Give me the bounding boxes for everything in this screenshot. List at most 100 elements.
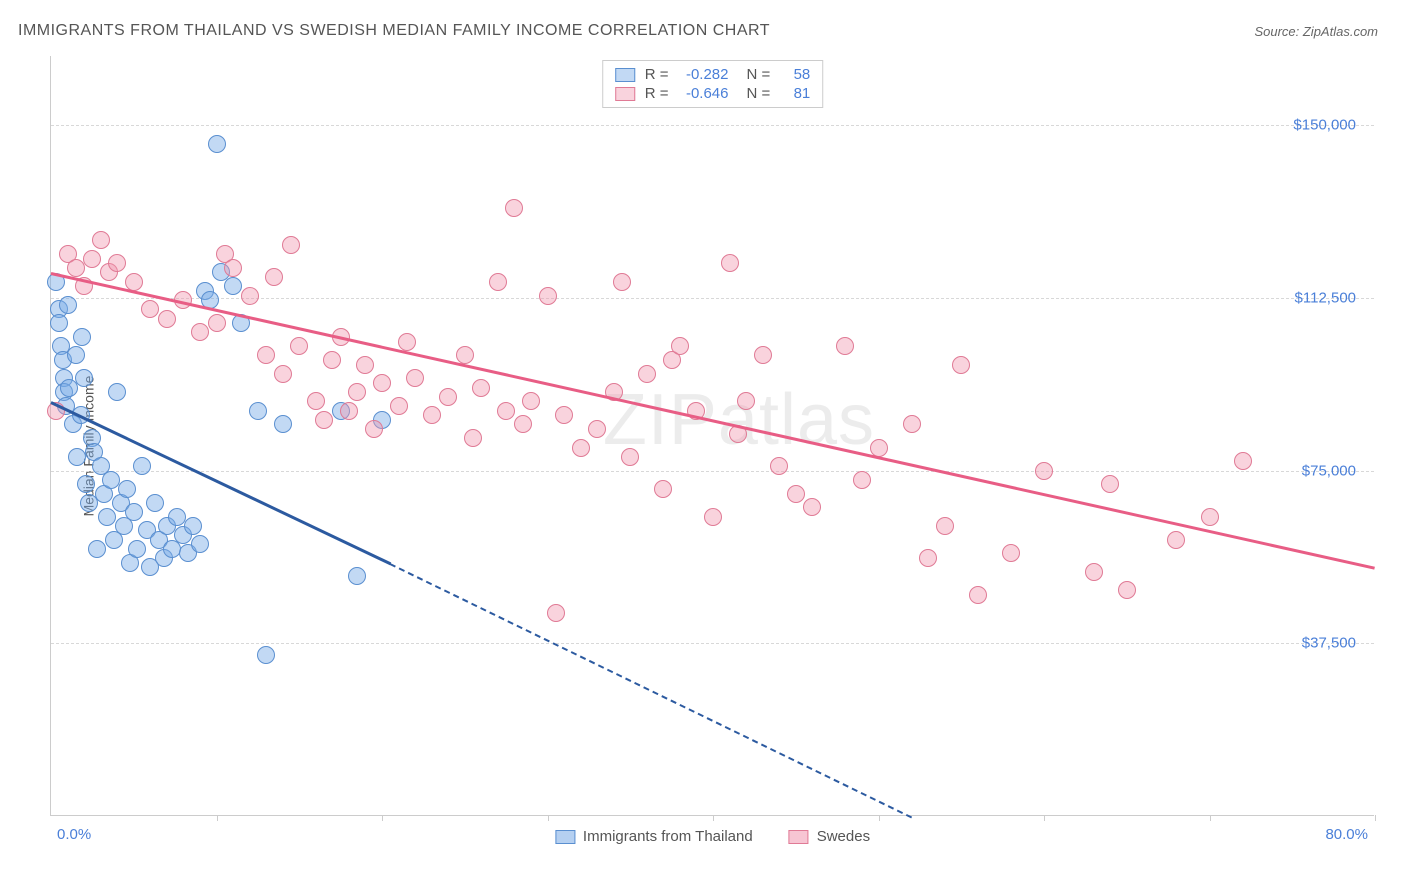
data-point bbox=[1201, 508, 1219, 526]
data-point bbox=[191, 323, 209, 341]
x-tick bbox=[217, 815, 218, 821]
data-point bbox=[423, 406, 441, 424]
n-value: 81 bbox=[780, 85, 810, 102]
r-label: R = bbox=[645, 66, 669, 83]
data-point bbox=[265, 268, 283, 286]
data-point bbox=[398, 333, 416, 351]
data-point bbox=[184, 517, 202, 535]
legend-item: Swedes bbox=[789, 828, 870, 845]
data-point bbox=[118, 480, 136, 498]
data-point bbox=[249, 402, 267, 420]
data-point bbox=[67, 346, 85, 364]
trend-line-extrapolated bbox=[390, 563, 912, 818]
data-point bbox=[67, 259, 85, 277]
data-point bbox=[754, 346, 772, 364]
data-point bbox=[168, 508, 186, 526]
data-point bbox=[102, 471, 120, 489]
data-point bbox=[406, 369, 424, 387]
data-point bbox=[108, 254, 126, 272]
data-point bbox=[348, 567, 366, 585]
data-point bbox=[638, 365, 656, 383]
legend-swatch bbox=[615, 87, 635, 101]
data-point bbox=[539, 287, 557, 305]
data-point bbox=[59, 296, 77, 314]
scatter-plot-area: R =-0.282N =58R =-0.646N =81 ZIPatlas 0.… bbox=[50, 56, 1374, 816]
data-point bbox=[439, 388, 457, 406]
n-label: N = bbox=[747, 66, 771, 83]
data-point bbox=[621, 448, 639, 466]
data-point bbox=[737, 392, 755, 410]
n-value: 58 bbox=[780, 66, 810, 83]
data-point bbox=[514, 415, 532, 433]
data-point bbox=[1234, 452, 1252, 470]
data-point bbox=[853, 471, 871, 489]
legend-label: Swedes bbox=[817, 828, 870, 845]
gridline bbox=[51, 471, 1374, 472]
data-point bbox=[323, 351, 341, 369]
data-point bbox=[588, 420, 606, 438]
legend-label: Immigrants from Thailand bbox=[583, 828, 753, 845]
data-point bbox=[77, 475, 95, 493]
correlation-legend: R = -0.282 N = 58 R = -0.646 N = 81 bbox=[602, 60, 824, 108]
data-point bbox=[1085, 563, 1103, 581]
data-point bbox=[936, 517, 954, 535]
data-point bbox=[50, 314, 68, 332]
legend-swatch bbox=[615, 68, 635, 82]
n-label: N = bbox=[747, 85, 771, 102]
data-point bbox=[969, 586, 987, 604]
data-point bbox=[870, 439, 888, 457]
data-point bbox=[128, 540, 146, 558]
data-point bbox=[340, 402, 358, 420]
data-point bbox=[257, 346, 275, 364]
data-point bbox=[803, 498, 821, 516]
data-point bbox=[1118, 581, 1136, 599]
legend-swatch bbox=[555, 830, 575, 844]
data-point bbox=[489, 273, 507, 291]
data-point bbox=[704, 508, 722, 526]
data-point bbox=[555, 406, 573, 424]
data-point bbox=[68, 448, 86, 466]
data-point bbox=[75, 369, 93, 387]
data-point bbox=[547, 604, 565, 622]
data-point bbox=[274, 365, 292, 383]
data-point bbox=[472, 379, 490, 397]
x-tick bbox=[382, 815, 383, 821]
data-point bbox=[98, 508, 116, 526]
data-point bbox=[133, 457, 151, 475]
r-label: R = bbox=[645, 85, 669, 102]
r-value: -0.282 bbox=[679, 66, 729, 83]
gridline bbox=[51, 643, 1374, 644]
x-tick bbox=[1375, 815, 1376, 821]
r-value: -0.646 bbox=[679, 85, 729, 102]
data-point bbox=[464, 429, 482, 447]
x-tick bbox=[1044, 815, 1045, 821]
data-point bbox=[770, 457, 788, 475]
data-point bbox=[903, 415, 921, 433]
data-point bbox=[290, 337, 308, 355]
data-point bbox=[1167, 531, 1185, 549]
data-point bbox=[505, 199, 523, 217]
data-point bbox=[365, 420, 383, 438]
data-point bbox=[158, 310, 176, 328]
data-point bbox=[572, 439, 590, 457]
data-point bbox=[208, 314, 226, 332]
data-point bbox=[497, 402, 515, 420]
data-point bbox=[125, 503, 143, 521]
data-point bbox=[390, 397, 408, 415]
data-point bbox=[307, 392, 325, 410]
legend-stat-row: R = -0.646 N = 81 bbox=[615, 84, 811, 103]
data-point bbox=[274, 415, 292, 433]
x-tick bbox=[713, 815, 714, 821]
legend-stat-row: R = -0.282 N = 58 bbox=[615, 65, 811, 84]
data-point bbox=[721, 254, 739, 272]
x-tick bbox=[879, 815, 880, 821]
data-point bbox=[787, 485, 805, 503]
data-point bbox=[671, 337, 689, 355]
data-point bbox=[83, 250, 101, 268]
data-point bbox=[1002, 544, 1020, 562]
gridline bbox=[51, 125, 1374, 126]
data-point bbox=[1035, 462, 1053, 480]
chart-title: IMMIGRANTS FROM THAILAND VS SWEDISH MEDI… bbox=[18, 22, 770, 40]
y-tick-label: $75,000 bbox=[1302, 462, 1356, 479]
data-point bbox=[613, 273, 631, 291]
